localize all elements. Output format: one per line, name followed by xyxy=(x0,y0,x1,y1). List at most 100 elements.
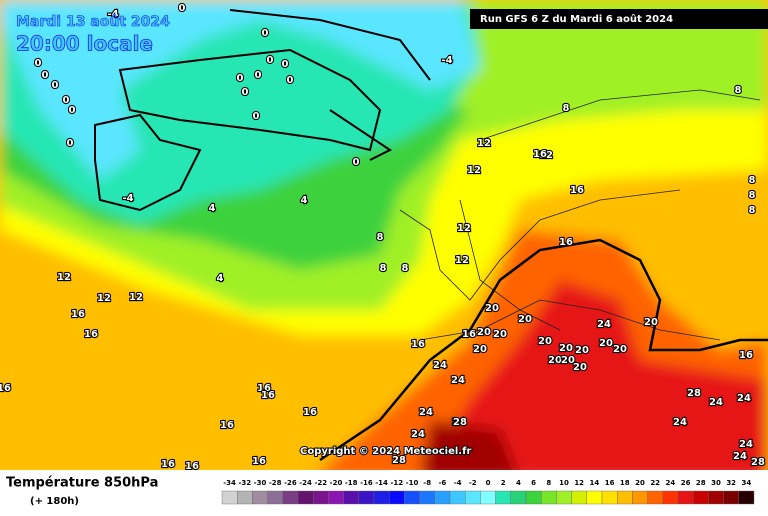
temperature-field xyxy=(0,0,768,480)
contour-label: 28 xyxy=(751,457,765,468)
contour-label: 16 xyxy=(84,329,98,340)
scale-label: 10 xyxy=(559,479,569,487)
scale-label: -8 xyxy=(423,479,431,487)
scale-label: 14 xyxy=(590,479,600,487)
contour-label: 16 xyxy=(533,149,547,160)
scale-label: -24 xyxy=(299,479,312,487)
scale-swatch xyxy=(449,490,466,505)
scale-swatch xyxy=(404,490,420,505)
scale-swatch xyxy=(617,490,633,505)
scale-swatch xyxy=(434,490,451,505)
contour-label: 24 xyxy=(709,397,723,408)
contour-label: 4 xyxy=(209,203,216,214)
contour-label: 16 xyxy=(252,456,266,467)
scale-label: -2 xyxy=(469,479,477,487)
contour-label: 24 xyxy=(737,393,751,404)
scale-label: -22 xyxy=(314,479,327,487)
scale-swatch xyxy=(632,490,648,505)
scale-swatch xyxy=(495,490,512,505)
contour-label: 0 xyxy=(42,70,49,81)
contour-label: 4 xyxy=(301,195,308,206)
scale-label: -16 xyxy=(360,479,373,487)
scale-label: -32 xyxy=(238,479,251,487)
scale-label: -10 xyxy=(406,479,419,487)
scale-swatch xyxy=(328,490,344,505)
scale-label: 12 xyxy=(574,479,584,487)
scale-swatch xyxy=(586,490,603,505)
contour-label: 0 xyxy=(255,70,262,81)
scale-label: 24 xyxy=(666,479,676,487)
scale-swatch xyxy=(282,490,299,505)
contour-label: 20 xyxy=(613,344,627,355)
scale-label: 0 xyxy=(486,479,491,487)
contour-label: 8 xyxy=(749,190,756,201)
scale-label: -34 xyxy=(223,479,236,487)
contour-label: -4 xyxy=(441,55,452,66)
contour-label: 16 xyxy=(462,329,476,340)
scale-label: 32 xyxy=(726,479,736,487)
contour-label: 20 xyxy=(548,355,562,366)
scale-label: -18 xyxy=(345,479,358,487)
run-box xyxy=(470,9,768,29)
scale-label: -20 xyxy=(330,479,343,487)
scale-swatch xyxy=(267,490,284,505)
scale-label: -4 xyxy=(454,479,462,487)
scale-swatch xyxy=(389,490,405,505)
contour-label: 16 xyxy=(257,383,271,394)
contour-label: 20 xyxy=(473,344,487,355)
time: 20:00 locale xyxy=(16,32,153,56)
scale-swatch xyxy=(677,490,694,505)
contour-label: 0 xyxy=(179,3,186,14)
zone xyxy=(420,420,520,480)
legend-subtitle: (+ 180h) xyxy=(30,496,79,507)
contour-label: 8 xyxy=(749,175,756,186)
contour-label: -4 xyxy=(107,9,118,20)
contour-label: 16 xyxy=(161,459,175,470)
scale-swatch xyxy=(419,490,436,505)
scale-label: 26 xyxy=(681,479,691,487)
contour-label: 0 xyxy=(353,157,360,168)
scale-label: 8 xyxy=(546,479,551,487)
contour-label: 8 xyxy=(735,85,742,96)
contour-label: 0 xyxy=(262,28,269,39)
contour-label: 12 xyxy=(129,292,143,303)
scale-swatch xyxy=(236,490,253,505)
scale-swatch xyxy=(313,490,329,505)
scale-label: -14 xyxy=(375,479,388,487)
contour-label: 0 xyxy=(282,59,289,70)
scale-swatch xyxy=(252,490,268,505)
scale-swatch xyxy=(556,490,572,505)
contour-label: 20 xyxy=(538,336,552,347)
scale-swatch xyxy=(738,490,755,505)
scale-label: -28 xyxy=(269,479,282,487)
contour-label: 8 xyxy=(402,263,409,274)
scale-label: -26 xyxy=(284,479,297,487)
contour-label: 28 xyxy=(392,455,406,466)
scale-swatch xyxy=(465,490,481,505)
contour-label: 16 xyxy=(739,350,753,361)
contour-label: 24 xyxy=(411,429,425,440)
contour-label: 20 xyxy=(575,345,589,356)
scale-label: 30 xyxy=(711,479,721,487)
scale-swatch xyxy=(221,490,238,505)
contour-label: 0 xyxy=(69,105,76,116)
contour-label: 20 xyxy=(561,355,575,366)
contour-label: 12 xyxy=(539,150,553,161)
scale-label: -6 xyxy=(439,479,447,487)
contour-label: 24 xyxy=(419,407,433,418)
coastlines xyxy=(94,9,431,212)
contour-label: 0 xyxy=(35,58,42,69)
contour-label: 20 xyxy=(485,303,499,314)
scale-label: 16 xyxy=(605,479,615,487)
contour-label: 8 xyxy=(749,205,756,216)
contour-label: 24 xyxy=(597,319,611,330)
contour-label: 16 xyxy=(303,407,317,418)
contour-label: 24 xyxy=(451,375,465,386)
run: Run GFS 6 Z du Mardi 6 août 2024 xyxy=(480,13,673,25)
contour-label: 16 xyxy=(411,339,425,350)
contour-label: 20 xyxy=(493,329,507,340)
contour-label: 0 xyxy=(67,138,74,149)
isotherm-20 xyxy=(319,238,768,462)
